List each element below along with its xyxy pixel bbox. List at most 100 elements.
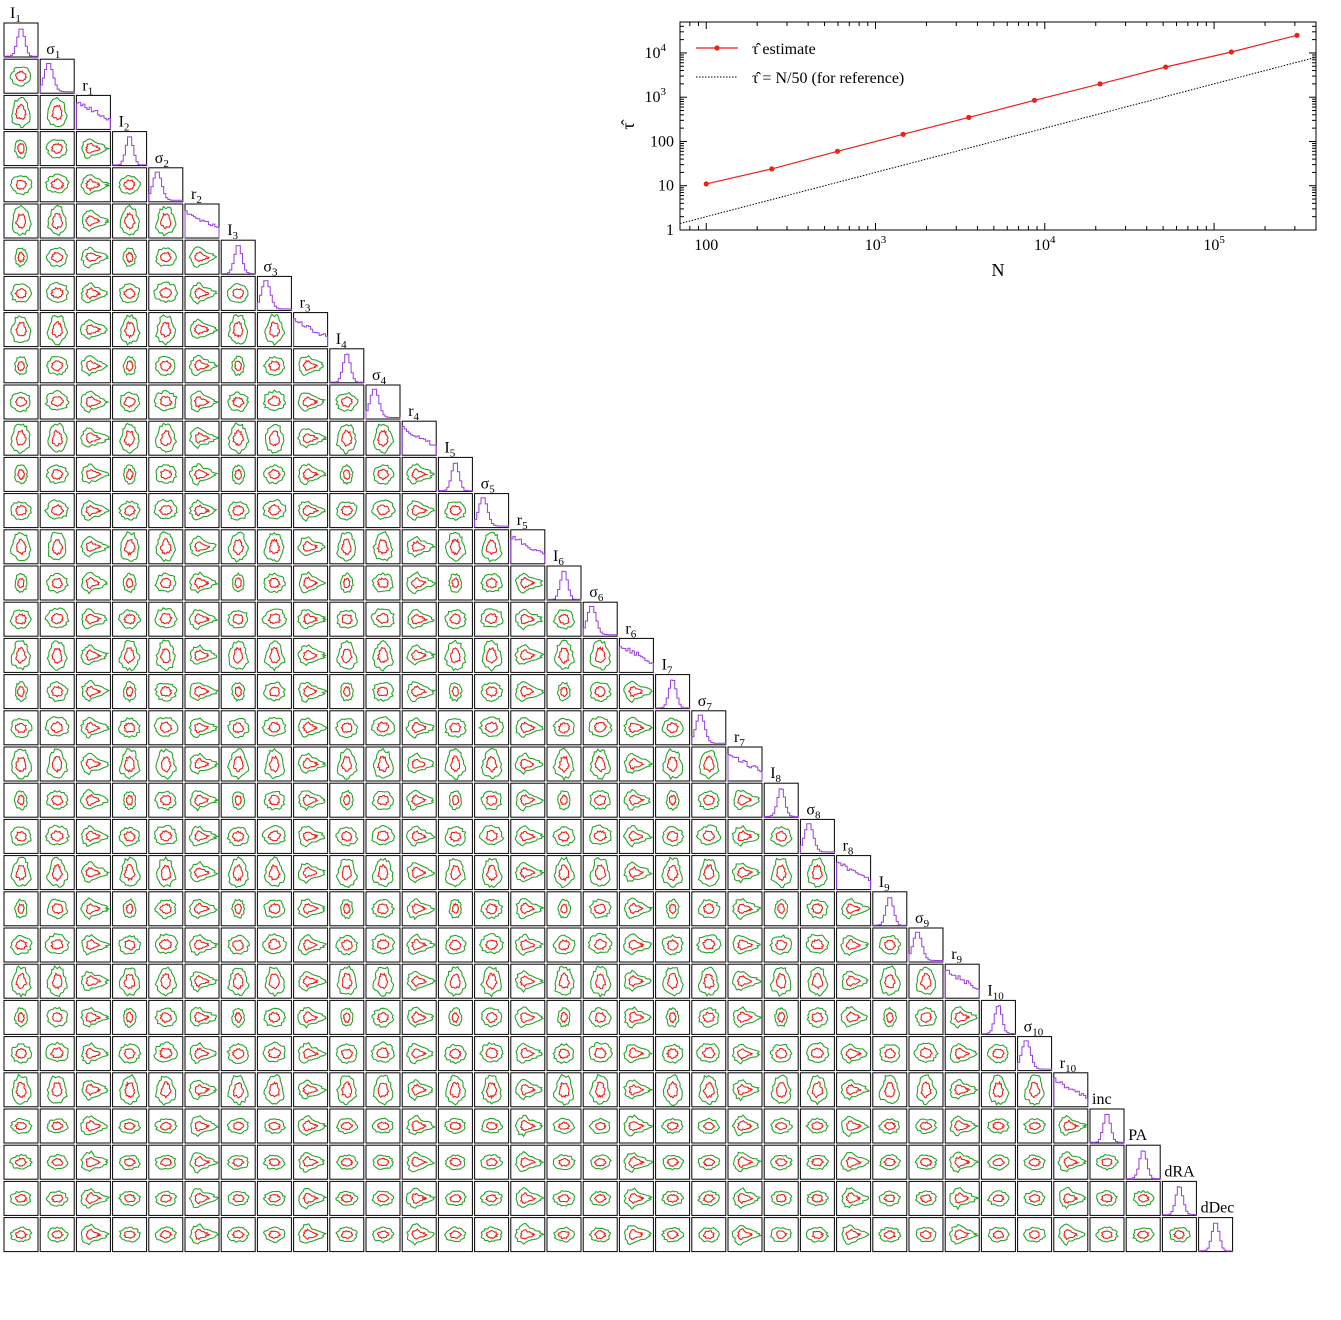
contour-outer (119, 283, 141, 304)
contour-inner (51, 429, 64, 447)
contour-inner (268, 755, 280, 773)
contour-panel-18-2 (39, 637, 75, 673)
contour-inner (485, 755, 498, 773)
contour-outer (118, 717, 141, 739)
panel-frame (3, 456, 39, 492)
contour-panel-20-19 (655, 710, 691, 746)
contour-outer (589, 681, 612, 703)
hist-panel-3 (75, 94, 111, 130)
contour-inner (303, 685, 318, 698)
panel-frame (437, 601, 473, 637)
contour-panel-20-12 (401, 710, 437, 746)
contour-panel-14-7 (220, 493, 256, 529)
contour-panel-12-9 (293, 420, 329, 456)
hist-panel-2 (39, 58, 75, 94)
contour-outer (556, 681, 571, 702)
panel-frame (148, 529, 184, 565)
panel-frame (148, 710, 184, 746)
contour-outer (733, 789, 761, 811)
contour-panel-16-6 (184, 565, 220, 601)
panel-frame (220, 239, 256, 275)
contour-panel-13-5 (148, 456, 184, 492)
contour-inner (485, 794, 498, 806)
contour-inner (159, 577, 172, 589)
panel-frame (510, 601, 546, 637)
contour-outer (227, 531, 249, 563)
contour-panel-22-21 (727, 782, 763, 818)
contour-inner (50, 104, 63, 121)
panel-frame (3, 384, 39, 420)
panel-frame (365, 637, 401, 673)
contour-panel-20-16 (546, 710, 582, 746)
contour-panel-7-4 (112, 239, 148, 275)
contour-panel-10-1 (3, 348, 39, 384)
contour-outer (11, 96, 31, 129)
panel-frame (510, 529, 546, 565)
contour-inner (376, 686, 389, 697)
panel-frame (220, 275, 256, 311)
contour-panel-22-16 (546, 782, 582, 818)
contour-inner (267, 395, 282, 407)
y-tick-label: 100 (650, 133, 674, 150)
histogram (510, 535, 546, 564)
hist-panel-15 (510, 529, 546, 565)
contour-inner (50, 286, 64, 299)
hist-panel-17 (582, 601, 618, 637)
panel-frame (437, 565, 473, 601)
contour-outer (227, 610, 249, 629)
contour-outer (79, 788, 109, 810)
contour-outer (45, 281, 69, 303)
contour-outer (444, 747, 467, 781)
contour-inner (451, 685, 459, 698)
contour-outer (9, 391, 31, 413)
contour-panel-16-14 (474, 565, 510, 601)
contour-outer (698, 749, 720, 780)
contour-inner (594, 794, 607, 806)
panel-frame (510, 637, 546, 673)
contour-panel-9-4 (112, 312, 148, 348)
x-axis-label: N (992, 260, 1005, 280)
contour-panel-14-10 (329, 493, 365, 529)
contour-panel-19-6 (184, 674, 220, 710)
panel-frame (220, 312, 256, 348)
contour-panel-20-9 (293, 710, 329, 746)
contour-inner (85, 721, 101, 734)
contour-inner (50, 142, 63, 154)
contour-panel-7-1 (3, 239, 39, 275)
panel-frame (112, 456, 148, 492)
contour-panel-11-9 (293, 384, 329, 420)
contour-panel-16-1 (3, 565, 39, 601)
y-tick-exponent: 3 (661, 86, 667, 98)
contour-panel-22-5 (148, 782, 184, 818)
panel-frame (148, 312, 184, 348)
contour-outer (155, 748, 177, 780)
contour-outer (339, 572, 354, 594)
contour-outer (118, 175, 141, 195)
contour-outer (46, 96, 68, 128)
contour-outer (80, 390, 110, 414)
contour-outer (227, 391, 250, 413)
contour-panel-9-1 (3, 312, 39, 348)
contour-outer (339, 789, 355, 811)
contour-inner (123, 722, 136, 734)
panel-frame (437, 782, 473, 818)
panel-frame (437, 493, 473, 529)
panel-frame (3, 818, 39, 854)
contour-panel-9-8 (256, 312, 292, 348)
contour-outer (46, 789, 69, 811)
contour-inner (411, 505, 429, 517)
contour-panel-19-4 (112, 674, 148, 710)
contour-inner (411, 722, 427, 734)
contour-outer (46, 748, 69, 779)
contour-outer (188, 354, 219, 377)
contour-inner (16, 538, 27, 556)
panel-frame (401, 710, 437, 746)
contour-panel-6-4 (112, 203, 148, 239)
contour-outer (80, 174, 111, 196)
histogram (655, 679, 691, 709)
contour-inner (302, 468, 319, 482)
contour-inner (411, 758, 426, 769)
contour-inner (193, 468, 210, 480)
contour-outer (263, 464, 286, 485)
panel-frame (112, 710, 148, 746)
